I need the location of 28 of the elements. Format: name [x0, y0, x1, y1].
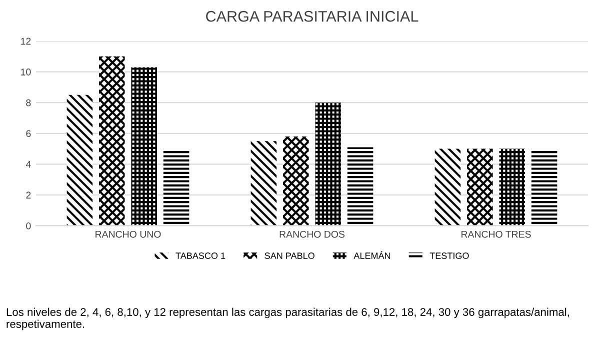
bar: [283, 136, 309, 226]
legend-label: TESTIGO: [430, 252, 469, 259]
x-tick-label: RANCHO DOS: [280, 230, 345, 238]
bar: [250, 141, 277, 226]
y-tick-label: 8: [26, 99, 31, 106]
bar: [315, 102, 341, 226]
legend-label: TABASCO 1: [176, 252, 226, 259]
x-tick-label: RANCHO UNO: [96, 230, 161, 238]
bar: [467, 148, 493, 226]
bar: [434, 148, 461, 226]
bar: [66, 94, 93, 226]
bar: [499, 148, 525, 226]
y-tick-label: 2: [26, 192, 31, 198]
text: Los niveles de 2, 4, 6, 8,10, y 12 representan las cargas parasitarias de 6, 9,12, 18, 24, 30 y 36 garrapatas/animal, respetivamente.: [6, 308, 569, 330]
legend-label: ALEMÁN: [354, 251, 390, 259]
y-tick-label: 12: [21, 38, 31, 45]
y-tick-label: 6: [26, 130, 31, 137]
y-tick-label: 4: [26, 160, 31, 168]
bar: [99, 56, 125, 226]
legend-label: SAN PABLO: [264, 252, 314, 259]
bar: [131, 67, 157, 226]
y-tick-label: 10: [21, 68, 31, 76]
chart-title: CARGA PARASITARIA INICIAL: [206, 10, 418, 22]
x-tick-label: RANCHO TRES: [462, 230, 531, 238]
bar: [163, 150, 190, 226]
y-tick-label: 0: [26, 222, 31, 230]
bar: [531, 150, 558, 226]
bar: [347, 147, 374, 226]
